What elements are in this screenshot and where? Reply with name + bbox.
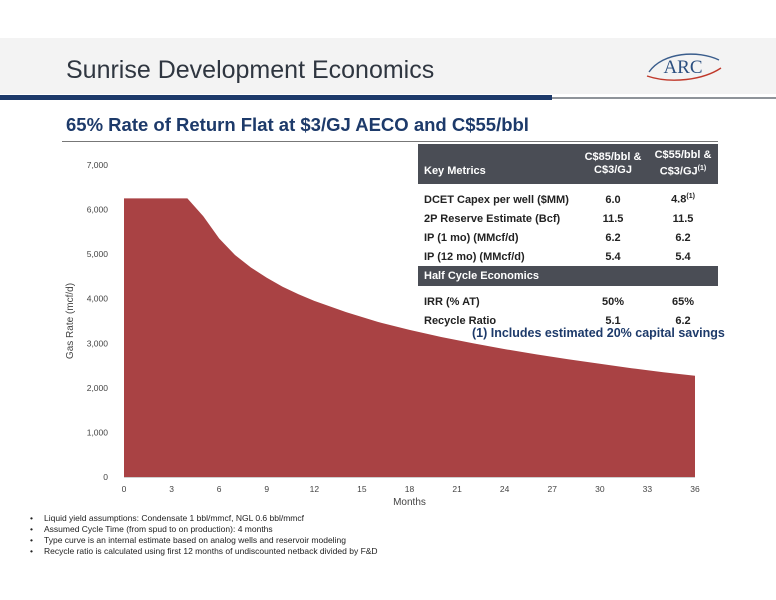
x-tick-label: 6: [217, 484, 222, 494]
x-tick-label: 9: [264, 484, 269, 494]
area-layer: [124, 198, 695, 477]
arc-logo: ARC: [646, 53, 722, 81]
page-title: Sunrise Development Economics: [66, 56, 435, 84]
y-tick-label: 6,000: [87, 205, 109, 215]
header-rule-gray: [552, 97, 776, 99]
row-value-85: 5.1: [605, 314, 621, 327]
x-axis-label: Months: [393, 497, 426, 508]
subtitle: 65% Rate of Return Flat at $3/GJ AECO an…: [66, 114, 529, 135]
table-row: 2P Reserve Estimate (Bcf) 11.5 11.5: [418, 209, 718, 228]
x-tick-label: 0: [122, 484, 127, 494]
row-label: DCET Capex per well ($MM): [424, 193, 569, 206]
y-tick-label: 5,000: [87, 249, 109, 259]
y-tick-label: 1,000: [87, 427, 109, 437]
section-header-row: Half Cycle Economics: [418, 266, 718, 286]
bullet-item: Liquid yield assumptions: Condensate 1 b…: [30, 513, 378, 524]
row-value-55: 5.4: [675, 250, 691, 263]
header-scenario-55: C$55/bbl & C$3/GJ(1): [648, 144, 718, 184]
row-value-55: 11.5: [672, 212, 694, 225]
y-tick-label: 3,000: [87, 338, 109, 348]
header-band: [0, 38, 776, 94]
x-tick-label: 36: [690, 484, 700, 494]
header-rule: [0, 95, 552, 100]
table-row: IP (1 mo) (MMcf/d) 6.2 6.2: [418, 228, 718, 247]
x-tick-label: 18: [405, 484, 415, 494]
key-metrics-table: Key Metrics C$85/bbl & C$3/GJ C$55/bbl &…: [418, 144, 718, 330]
y-tick-labels: 0 1,000 2,000 3,000 4,000 5,000 6,000 7,000: [87, 160, 109, 482]
assumption-bullets: Liquid yield assumptions: Condensate 1 b…: [30, 513, 378, 557]
bullet-item: Recycle ratio is calculated using first …: [30, 546, 378, 557]
logo-text: ARC: [663, 57, 702, 78]
logo-swoosh-top: [648, 53, 720, 73]
x-tick-label: 3: [169, 484, 174, 494]
row-value-55: 65%: [671, 295, 695, 308]
table-row: DCET Capex per well ($MM) 6.0 4.8(1): [418, 190, 718, 209]
section-label: Half Cycle Economics: [418, 266, 718, 286]
x-tick-label: 12: [310, 484, 320, 494]
table-row: Recycle Ratio 5.1 6.2: [418, 311, 718, 330]
x-tick-label: 21: [452, 484, 462, 494]
row-value-55: 6.2: [675, 314, 691, 327]
row-value-85: 6.0: [605, 193, 621, 206]
row-value-85: 6.2: [605, 231, 621, 244]
y-tick-label: 4,000: [87, 294, 109, 304]
y-tick-label: 7,000: [87, 160, 109, 170]
row-label: IP (12 mo) (MMcf/d): [424, 250, 525, 263]
row-label: 2P Reserve Estimate (Bcf): [424, 212, 561, 225]
x-tick-label: 15: [357, 484, 367, 494]
header-scenario-85: C$85/bbl & C$3/GJ: [578, 144, 648, 184]
subtitle-rule: [62, 141, 718, 142]
table-row: IRR (% AT) 50% 65%: [418, 292, 718, 311]
row-label: Recycle Ratio: [424, 314, 497, 327]
y-tick-label: 0: [103, 472, 108, 482]
logo-swoosh-bottom: [646, 67, 722, 81]
header-key-metrics: Key Metrics: [418, 144, 578, 184]
y-axis-label: Gas Rate (mcf/d): [65, 283, 76, 359]
row-label: IP (1 mo) (MMcf/d): [424, 231, 519, 244]
x-tick-label: 27: [548, 484, 558, 494]
bullet-item: Type curve is an internal estimate based…: [30, 535, 378, 546]
x-tick-label: 33: [643, 484, 653, 494]
row-label: IRR (% AT): [424, 295, 480, 308]
row-value-85: 50%: [601, 295, 625, 308]
y-tick-label: 2,000: [87, 383, 109, 393]
x-tick-labels: 0 3 6 9 12 15 18 21 24 27 30 33 36: [122, 484, 700, 494]
row-value-85: 11.5: [602, 212, 624, 225]
row-value-55: 4.8(1): [671, 193, 695, 206]
capital-savings-footnote: (1) Includes estimated 20% capital savin…: [472, 326, 725, 340]
row-value-55: 6.2: [675, 231, 691, 244]
bullet-item: Assumed Cycle Time (from spud to on prod…: [30, 524, 378, 535]
x-tick-label: 30: [595, 484, 605, 494]
x-tick-label: 24: [500, 484, 510, 494]
table-header-row: Key Metrics C$85/bbl & C$3/GJ C$55/bbl &…: [418, 144, 718, 184]
row-value-85: 5.4: [605, 250, 621, 263]
table-row: IP (12 mo) (MMcf/d) 5.4 5.4: [418, 247, 718, 266]
gas-rate-area-series-0: [124, 198, 695, 477]
